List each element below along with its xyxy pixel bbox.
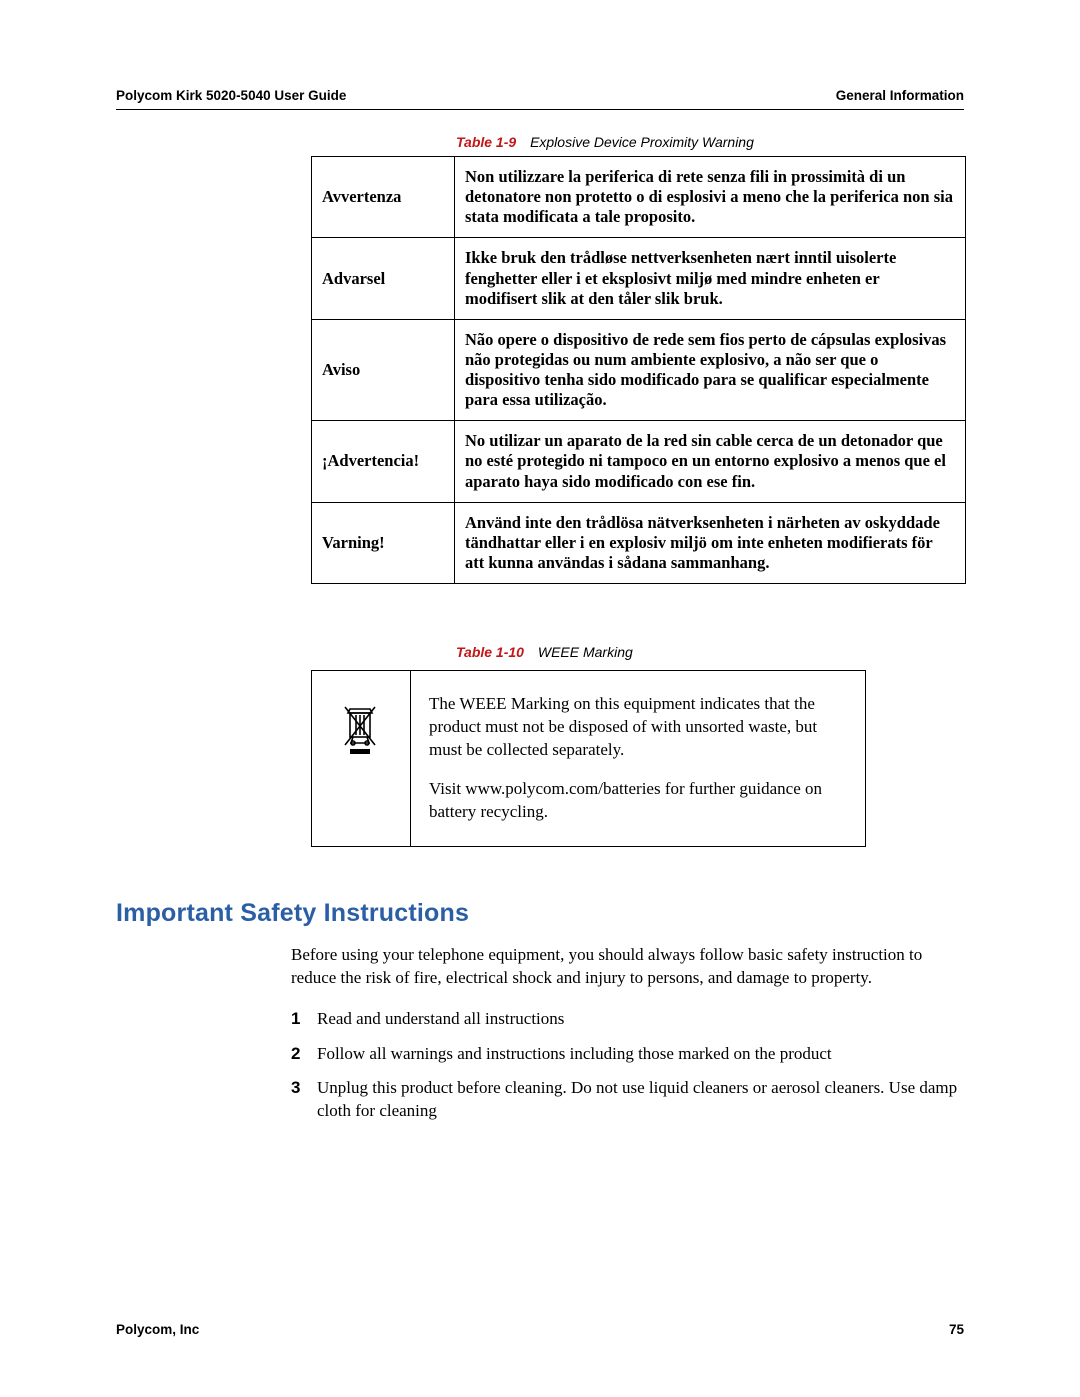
warning-table: Avvertenza Non utilizzare la periferica … [311, 156, 966, 584]
list-item: Unplug this product before cleaning. Do … [291, 1077, 963, 1123]
footer-page-number: 75 [949, 1322, 964, 1337]
spacer [429, 762, 845, 778]
table-row: Aviso Não opere o dispositivo de rede se… [312, 319, 966, 421]
weee-para-1: The WEEE Marking on this equipment indic… [429, 693, 845, 762]
header-left: Polycom Kirk 5020-5040 User Guide [116, 88, 346, 103]
table-1-9-caption: Table 1-9 Explosive Device Proximity War… [456, 134, 964, 150]
table-1-10-caption: Table 1-10 WEEE Marking [456, 644, 964, 660]
warning-label: Avvertenza [312, 157, 455, 238]
warning-text: Ikke bruk den trådløse nettverksenheten … [455, 238, 966, 319]
warning-label: ¡Advertencia! [312, 421, 455, 502]
caption-label: Table 1-10 [456, 644, 524, 660]
list-item: Read and understand all instructions [291, 1008, 963, 1031]
table-row: Varning! Använd inte den trådlösa nätver… [312, 502, 966, 583]
weee-para-2: Visit www.polycom.com/batteries for furt… [429, 778, 845, 824]
weee-text-cell: The WEEE Marking on this equipment indic… [411, 671, 866, 847]
header-right: General Information [836, 88, 964, 103]
table-row: Advarsel Ikke bruk den trådløse nettverk… [312, 238, 966, 319]
page: Polycom Kirk 5020-5040 User Guide Genera… [0, 0, 1080, 1397]
caption-title: WEEE Marking [538, 644, 633, 660]
instructions-list: Read and understand all instructions Fol… [291, 1008, 963, 1124]
list-item: Follow all warnings and instructions inc… [291, 1043, 963, 1066]
weee-table: The WEEE Marking on this equipment indic… [311, 670, 866, 847]
page-header: Polycom Kirk 5020-5040 User Guide Genera… [116, 88, 964, 103]
header-rule [116, 109, 964, 110]
warning-label: Varning! [312, 502, 455, 583]
warning-text: Non utilizzare la periferica di rete sen… [455, 157, 966, 238]
intro-paragraph: Before using your telephone equipment, y… [291, 944, 963, 990]
warning-text: Använd inte den trådlösa nätverksenheten… [455, 502, 966, 583]
page-footer: Polycom, Inc 75 [116, 1322, 964, 1337]
table-row: ¡Advertencia! No utilizar un aparato de … [312, 421, 966, 502]
warning-text: No utilizar un aparato de la red sin cab… [455, 421, 966, 502]
weee-icon-cell [312, 671, 411, 847]
caption-title: Explosive Device Proximity Warning [530, 134, 754, 150]
table-row: The WEEE Marking on this equipment indic… [312, 671, 866, 847]
warning-text: Não opere o dispositivo de rede sem fios… [455, 319, 966, 421]
warning-label: Aviso [312, 319, 455, 421]
section-heading: Important Safety Instructions [116, 899, 964, 928]
weee-crossed-bin-icon [340, 701, 380, 762]
warning-label: Advarsel [312, 238, 455, 319]
table-row: Avvertenza Non utilizzare la periferica … [312, 157, 966, 238]
footer-left: Polycom, Inc [116, 1322, 199, 1337]
caption-label: Table 1-9 [456, 134, 516, 150]
